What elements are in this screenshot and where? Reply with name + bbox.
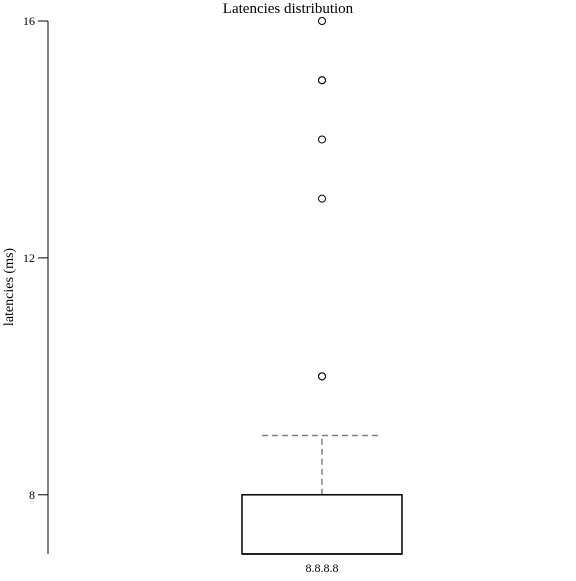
y-axis-label: latencies (ms) [2, 248, 17, 326]
x-ticks-group: 8.8.8.8 [306, 561, 339, 575]
y-ticks-group: 8 12 16 [23, 14, 48, 502]
outlier-point [318, 372, 326, 381]
box-body [241, 494, 403, 555]
outlier-point [318, 194, 326, 203]
boxes-group [241, 17, 403, 555]
outlier-point [318, 76, 326, 85]
y-tick-label: 12 [23, 251, 35, 265]
x-tick-label: 8.8.8.8 [306, 561, 339, 575]
outlier-point [318, 135, 326, 144]
y-tick-label: 8 [29, 488, 35, 502]
y-tick-label: 16 [23, 14, 35, 28]
chart-title: Latencies distribution [223, 1, 354, 17]
outlier-point [318, 17, 326, 25]
